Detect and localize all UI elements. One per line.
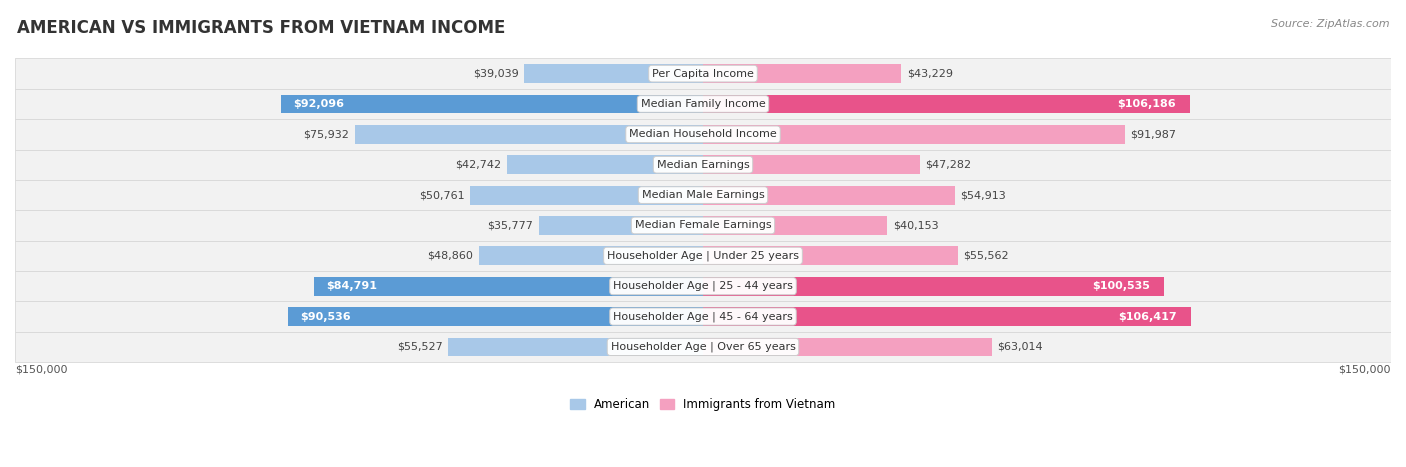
Bar xyxy=(479,247,703,265)
Bar xyxy=(15,271,1391,301)
Text: $63,014: $63,014 xyxy=(997,342,1043,352)
Bar xyxy=(281,95,703,113)
Bar xyxy=(15,301,1391,332)
Text: Householder Age | 25 - 44 years: Householder Age | 25 - 44 years xyxy=(613,281,793,291)
Text: $48,860: $48,860 xyxy=(427,251,474,261)
Text: Median Male Earnings: Median Male Earnings xyxy=(641,190,765,200)
Bar xyxy=(15,119,1391,149)
Text: $106,417: $106,417 xyxy=(1118,311,1177,322)
Text: Householder Age | Under 25 years: Householder Age | Under 25 years xyxy=(607,251,799,261)
Bar xyxy=(15,89,1391,119)
Bar xyxy=(703,95,1189,113)
Text: Source: ZipAtlas.com: Source: ZipAtlas.com xyxy=(1271,19,1389,28)
Text: $150,000: $150,000 xyxy=(15,365,67,375)
Text: Median Female Earnings: Median Female Earnings xyxy=(634,220,772,230)
Text: $43,229: $43,229 xyxy=(907,69,953,78)
Text: $91,987: $91,987 xyxy=(1130,129,1177,139)
Bar xyxy=(15,180,1391,210)
Bar xyxy=(15,332,1391,362)
Bar xyxy=(449,338,703,356)
Bar xyxy=(15,241,1391,271)
Text: Median Household Income: Median Household Income xyxy=(628,129,778,139)
Bar xyxy=(15,210,1391,241)
Text: $92,096: $92,096 xyxy=(294,99,344,109)
Bar xyxy=(470,186,703,205)
Text: $55,527: $55,527 xyxy=(396,342,443,352)
Bar xyxy=(703,125,1125,144)
Text: $90,536: $90,536 xyxy=(301,311,352,322)
Bar xyxy=(15,149,1391,180)
Text: Per Capita Income: Per Capita Income xyxy=(652,69,754,78)
Text: $50,761: $50,761 xyxy=(419,190,464,200)
Bar xyxy=(703,277,1164,296)
Bar xyxy=(524,64,703,83)
Legend: American, Immigrants from Vietnam: American, Immigrants from Vietnam xyxy=(565,393,841,416)
Text: $47,282: $47,282 xyxy=(925,160,972,170)
Bar xyxy=(354,125,703,144)
Text: Median Family Income: Median Family Income xyxy=(641,99,765,109)
Text: $75,932: $75,932 xyxy=(304,129,349,139)
Text: $84,791: $84,791 xyxy=(326,281,377,291)
Text: $150,000: $150,000 xyxy=(1339,365,1391,375)
Bar xyxy=(703,156,920,174)
Text: $100,535: $100,535 xyxy=(1092,281,1150,291)
Bar xyxy=(703,64,901,83)
Bar xyxy=(703,216,887,235)
Bar xyxy=(538,216,703,235)
Text: Median Earnings: Median Earnings xyxy=(657,160,749,170)
Text: $42,742: $42,742 xyxy=(456,160,502,170)
Bar xyxy=(703,186,955,205)
Text: $40,153: $40,153 xyxy=(893,220,938,230)
Text: $55,562: $55,562 xyxy=(963,251,1010,261)
Bar xyxy=(703,307,1191,326)
Text: $106,186: $106,186 xyxy=(1116,99,1175,109)
Text: AMERICAN VS IMMIGRANTS FROM VIETNAM INCOME: AMERICAN VS IMMIGRANTS FROM VIETNAM INCO… xyxy=(17,19,505,37)
Bar xyxy=(703,247,957,265)
Text: $54,913: $54,913 xyxy=(960,190,1007,200)
Bar xyxy=(288,307,703,326)
Text: $35,777: $35,777 xyxy=(488,220,533,230)
Text: $39,039: $39,039 xyxy=(472,69,519,78)
Text: Householder Age | 45 - 64 years: Householder Age | 45 - 64 years xyxy=(613,311,793,322)
Bar xyxy=(314,277,703,296)
Text: Householder Age | Over 65 years: Householder Age | Over 65 years xyxy=(610,342,796,352)
Bar xyxy=(15,58,1391,89)
Bar xyxy=(508,156,703,174)
Bar xyxy=(703,338,993,356)
